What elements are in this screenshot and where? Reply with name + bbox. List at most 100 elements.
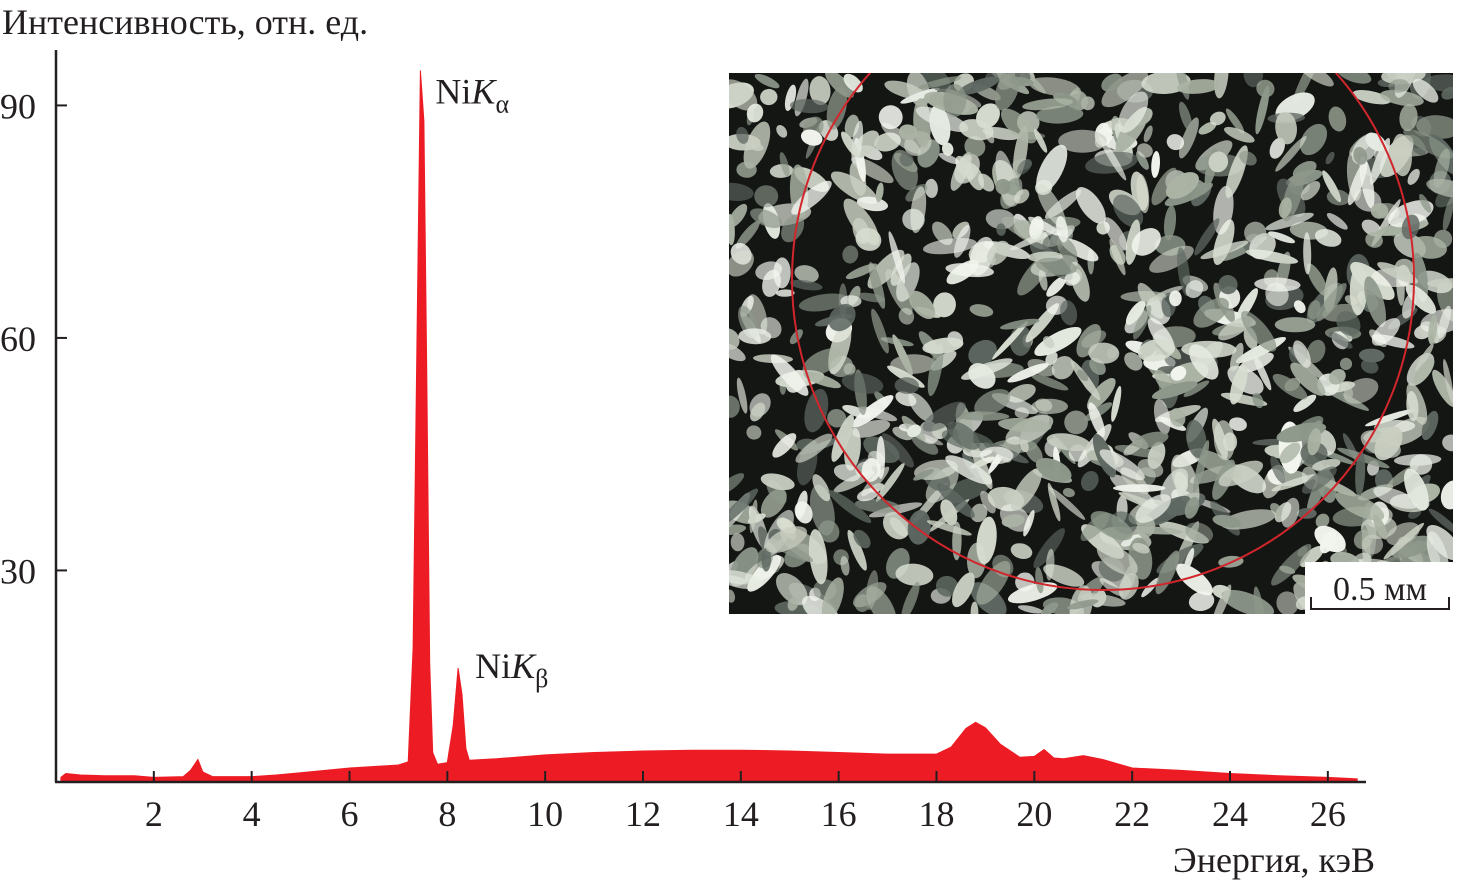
particle bbox=[1200, 240, 1249, 260]
particle bbox=[1047, 482, 1061, 522]
particle bbox=[1193, 440, 1210, 493]
particle bbox=[999, 318, 1040, 330]
particle bbox=[1000, 108, 1037, 144]
particle bbox=[950, 151, 972, 191]
x-tick-label: 16 bbox=[821, 794, 857, 834]
particle bbox=[776, 125, 788, 138]
x-tick-label: 20 bbox=[1016, 794, 1052, 834]
particle bbox=[729, 570, 763, 590]
particle bbox=[1151, 151, 1160, 178]
particle bbox=[729, 473, 745, 496]
particle bbox=[803, 372, 841, 389]
particle bbox=[779, 152, 790, 178]
particle bbox=[1033, 528, 1065, 569]
particle bbox=[1428, 508, 1453, 535]
particle bbox=[1171, 454, 1200, 507]
particle bbox=[818, 520, 840, 543]
particle bbox=[842, 245, 859, 264]
particle bbox=[1099, 578, 1124, 597]
particle bbox=[1218, 460, 1264, 487]
particle bbox=[1030, 374, 1069, 391]
particle bbox=[784, 84, 797, 111]
particle bbox=[913, 469, 934, 481]
particle bbox=[1058, 129, 1107, 153]
particle bbox=[875, 462, 905, 502]
particle bbox=[760, 473, 795, 491]
particle bbox=[1088, 402, 1105, 438]
particle bbox=[1238, 352, 1274, 373]
particle bbox=[964, 136, 986, 158]
particle bbox=[1355, 450, 1366, 497]
particle bbox=[907, 424, 922, 438]
particle bbox=[855, 227, 882, 251]
particle bbox=[765, 526, 808, 553]
particle bbox=[729, 341, 746, 362]
particle bbox=[1009, 230, 1055, 251]
particle bbox=[1035, 566, 1044, 594]
particle bbox=[856, 292, 886, 303]
particle bbox=[969, 304, 994, 317]
particle bbox=[827, 408, 847, 428]
particle bbox=[1352, 90, 1391, 105]
particle bbox=[851, 395, 894, 428]
particle bbox=[1361, 534, 1384, 555]
particle bbox=[1010, 543, 1033, 560]
particle bbox=[1328, 331, 1353, 349]
particle bbox=[1133, 431, 1169, 449]
particle bbox=[1086, 377, 1116, 410]
particle bbox=[736, 377, 748, 414]
particle bbox=[1185, 522, 1214, 543]
particle bbox=[1036, 105, 1084, 124]
particle bbox=[1365, 232, 1383, 248]
particle bbox=[924, 178, 938, 198]
particle bbox=[984, 73, 999, 85]
particle bbox=[1034, 129, 1048, 153]
particle bbox=[1076, 369, 1089, 382]
particle bbox=[1113, 484, 1166, 492]
x-tick-label: 4 bbox=[243, 794, 261, 834]
particle bbox=[1125, 300, 1146, 325]
particle bbox=[1111, 385, 1122, 422]
particle bbox=[922, 401, 966, 432]
particle bbox=[833, 464, 861, 482]
particle bbox=[1169, 290, 1182, 307]
particle bbox=[901, 581, 920, 614]
particle bbox=[1293, 300, 1306, 314]
particle bbox=[1165, 172, 1199, 199]
particle bbox=[998, 417, 1052, 433]
particle bbox=[794, 265, 819, 283]
particle bbox=[1056, 215, 1069, 243]
particle bbox=[878, 105, 903, 130]
particle bbox=[1406, 391, 1419, 422]
particle bbox=[730, 533, 745, 552]
particle bbox=[1315, 513, 1330, 529]
particle bbox=[1427, 278, 1453, 289]
particle bbox=[1043, 336, 1055, 349]
particle bbox=[968, 339, 997, 366]
particle bbox=[754, 185, 779, 208]
particle bbox=[908, 392, 934, 422]
particle bbox=[1007, 363, 1049, 383]
particle bbox=[1007, 582, 1058, 604]
particle bbox=[746, 103, 764, 123]
particle bbox=[1136, 174, 1150, 214]
particle bbox=[1336, 73, 1372, 84]
particle bbox=[1325, 151, 1335, 165]
particle bbox=[1151, 381, 1198, 400]
particle bbox=[1314, 525, 1346, 553]
particle bbox=[1275, 111, 1297, 145]
particle bbox=[1307, 428, 1322, 456]
particle bbox=[976, 560, 1011, 605]
particle bbox=[1185, 280, 1204, 299]
particle bbox=[1339, 357, 1353, 371]
particle bbox=[1133, 305, 1152, 340]
particle bbox=[1137, 143, 1153, 158]
particle bbox=[1383, 522, 1425, 560]
particle bbox=[729, 488, 759, 526]
particle bbox=[1290, 362, 1326, 396]
particle bbox=[1265, 212, 1314, 231]
particle bbox=[1293, 394, 1317, 412]
particle bbox=[947, 421, 980, 450]
particle bbox=[812, 474, 831, 502]
